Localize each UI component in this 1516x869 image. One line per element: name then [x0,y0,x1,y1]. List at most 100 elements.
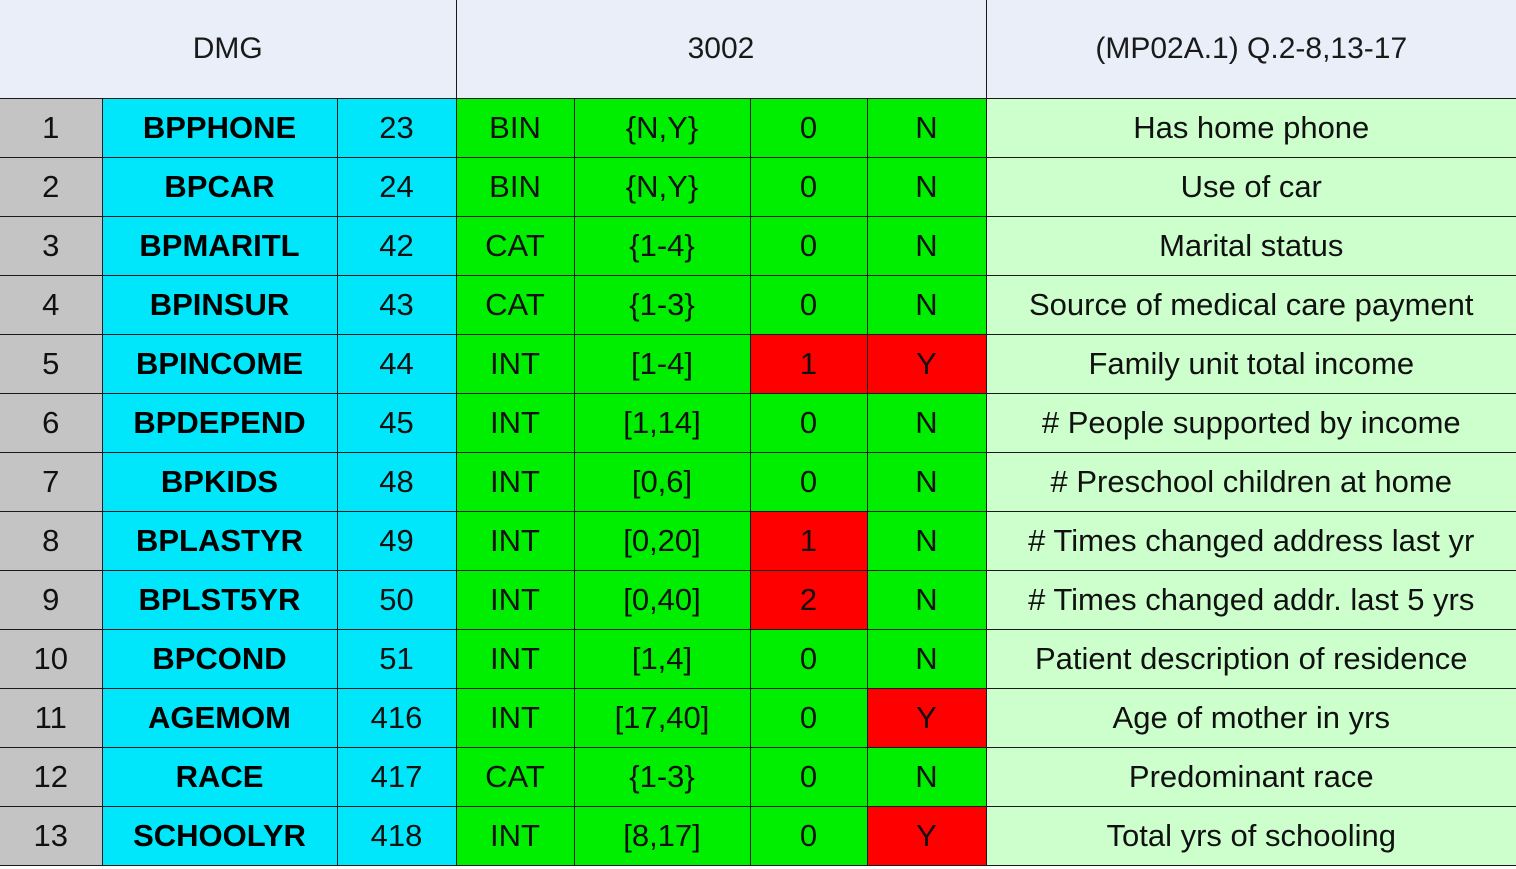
type-cell[interactable]: CAT [455,216,575,276]
column-number-cell[interactable]: 23 [336,98,457,158]
description-cell[interactable]: Age of mother in yrs [985,688,1516,748]
range-cell[interactable]: [1-4] [573,334,751,394]
variable-name-cell[interactable]: BPINCOME [101,334,338,394]
row-index-cell[interactable]: 8 [0,511,103,571]
description-cell[interactable]: # People supported by income [985,393,1516,453]
type-cell[interactable]: INT [455,570,575,630]
description-cell[interactable]: # Times changed address last yr [985,511,1516,571]
variable-name-cell[interactable]: AGEMOM [101,688,338,748]
count-cell[interactable]: 0 [749,393,868,453]
header-group[interactable]: DMG [0,0,456,99]
range-cell[interactable]: [1,4] [573,629,751,689]
flag-cell[interactable]: N [866,98,987,158]
column-number-cell[interactable]: 49 [336,511,457,571]
type-cell[interactable]: BIN [455,98,575,158]
variable-name-cell[interactable]: BPKIDS [101,452,338,512]
flag-cell[interactable]: Y [866,334,987,394]
type-cell[interactable]: INT [455,511,575,571]
variable-name-cell[interactable]: RACE [101,747,338,807]
variable-name-cell[interactable]: BPLASTYR [101,511,338,571]
column-number-cell[interactable]: 45 [336,393,457,453]
description-cell[interactable]: Total yrs of schooling [985,806,1516,866]
variable-name-cell[interactable]: BPMARITL [101,216,338,276]
description-cell[interactable]: # Preschool children at home [985,452,1516,512]
range-cell[interactable]: [0,20] [573,511,751,571]
count-cell[interactable]: 1 [749,511,868,571]
column-number-cell[interactable]: 43 [336,275,457,335]
description-cell[interactable]: Predominant race [985,747,1516,807]
column-number-cell[interactable]: 417 [336,747,457,807]
count-cell[interactable]: 0 [749,629,868,689]
row-index-cell[interactable]: 5 [0,334,103,394]
column-number-cell[interactable]: 418 [336,806,457,866]
range-cell[interactable]: {N,Y} [573,98,751,158]
variable-name-cell[interactable]: SCHOOLYR [101,806,338,866]
range-cell[interactable]: {1-3} [573,275,751,335]
column-number-cell[interactable]: 48 [336,452,457,512]
description-cell[interactable]: Marital status [985,216,1516,276]
type-cell[interactable]: INT [455,452,575,512]
count-cell[interactable]: 0 [749,216,868,276]
flag-cell[interactable]: Y [866,688,987,748]
range-cell[interactable]: {1-3} [573,747,751,807]
flag-cell[interactable]: N [866,629,987,689]
range-cell[interactable]: [17,40] [573,688,751,748]
type-cell[interactable]: INT [455,393,575,453]
row-index-cell[interactable]: 11 [0,688,103,748]
row-index-cell[interactable]: 2 [0,157,103,217]
column-number-cell[interactable]: 42 [336,216,457,276]
description-cell[interactable]: # Times changed addr. last 5 yrs [985,570,1516,630]
count-cell[interactable]: 0 [749,688,868,748]
type-cell[interactable]: INT [455,688,575,748]
count-cell[interactable]: 0 [749,747,868,807]
header-reference[interactable]: (MP02A.1) Q.2-8,13-17 [985,0,1516,99]
row-index-cell[interactable]: 3 [0,216,103,276]
count-cell[interactable]: 1 [749,334,868,394]
type-cell[interactable]: BIN [455,157,575,217]
variable-name-cell[interactable]: BPCOND [101,629,338,689]
flag-cell[interactable]: N [866,393,987,453]
description-cell[interactable]: Patient description of residence [985,629,1516,689]
range-cell[interactable]: [0,40] [573,570,751,630]
type-cell[interactable]: CAT [455,275,575,335]
type-cell[interactable]: INT [455,334,575,394]
range-cell[interactable]: [8,17] [573,806,751,866]
column-number-cell[interactable]: 24 [336,157,457,217]
type-cell[interactable]: CAT [455,747,575,807]
count-cell[interactable]: 0 [749,98,868,158]
row-index-cell[interactable]: 7 [0,452,103,512]
variable-name-cell[interactable]: BPINSUR [101,275,338,335]
range-cell[interactable]: {1-4} [573,216,751,276]
flag-cell[interactable]: N [866,216,987,276]
flag-cell[interactable]: N [866,157,987,217]
count-cell[interactable]: 0 [749,806,868,866]
row-index-cell[interactable]: 1 [0,98,103,158]
count-cell[interactable]: 2 [749,570,868,630]
row-index-cell[interactable]: 10 [0,629,103,689]
variable-name-cell[interactable]: BPCAR [101,157,338,217]
column-number-cell[interactable]: 416 [336,688,457,748]
description-cell[interactable]: Has home phone [985,98,1516,158]
variable-name-cell[interactable]: BPPHONE [101,98,338,158]
description-cell[interactable]: Source of medical care payment [985,275,1516,335]
count-cell[interactable]: 0 [749,275,868,335]
row-index-cell[interactable]: 9 [0,570,103,630]
range-cell[interactable]: {N,Y} [573,157,751,217]
description-cell[interactable]: Family unit total income [985,334,1516,394]
type-cell[interactable]: INT [455,629,575,689]
flag-cell[interactable]: N [866,570,987,630]
description-cell[interactable]: Use of car [985,157,1516,217]
range-cell[interactable]: [1,14] [573,393,751,453]
range-cell[interactable]: [0,6] [573,452,751,512]
column-number-cell[interactable]: 51 [336,629,457,689]
row-index-cell[interactable]: 4 [0,275,103,335]
flag-cell[interactable]: Y [866,806,987,866]
row-index-cell[interactable]: 6 [0,393,103,453]
flag-cell[interactable]: N [866,452,987,512]
flag-cell[interactable]: N [866,511,987,571]
count-cell[interactable]: 0 [749,452,868,512]
row-index-cell[interactable]: 12 [0,747,103,807]
count-cell[interactable]: 0 [749,157,868,217]
flag-cell[interactable]: N [866,747,987,807]
variable-name-cell[interactable]: BPLST5YR [101,570,338,630]
